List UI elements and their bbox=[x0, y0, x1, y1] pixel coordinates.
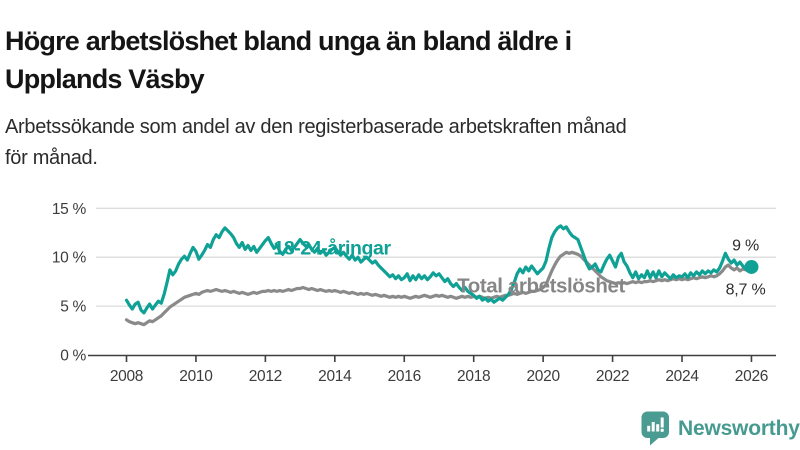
y-tick-label-5: 5 % bbox=[60, 299, 86, 316]
series-label-18-24-åringar: 18-24-åringar bbox=[273, 236, 391, 259]
x-tick-label-2014: 2014 bbox=[318, 368, 352, 385]
y-tick-label-0: 0 % bbox=[60, 348, 86, 365]
series-line-18-24-åringar bbox=[124, 224, 754, 315]
annotation-1: 8,7 % bbox=[726, 281, 766, 298]
x-tick-label-2024: 2024 bbox=[665, 368, 699, 385]
x-tick-label-2026: 2026 bbox=[735, 368, 768, 385]
x-tick-label-2008: 2008 bbox=[110, 368, 143, 385]
chart-subtitle-line1: Arbetssökande som andel av den registerb… bbox=[5, 116, 627, 138]
latest-value-dot bbox=[744, 259, 759, 274]
chart-subtitle-line2: för månad. bbox=[5, 147, 98, 169]
y-tick-label-10: 10 % bbox=[52, 250, 87, 267]
x-tick-label-2016: 2016 bbox=[388, 368, 421, 385]
x-tick-label-2022: 2022 bbox=[596, 368, 629, 385]
chart-title: Högre arbetslöshet bland unga än bland ä… bbox=[5, 22, 745, 98]
chart-title-line1: Högre arbetslöshet bland unga än bland ä… bbox=[5, 26, 572, 57]
annotation-0: 9 % bbox=[732, 237, 759, 254]
newsworthy-bar-chart-bubble-icon bbox=[641, 411, 669, 446]
y-tick-label-15: 15 % bbox=[52, 201, 87, 218]
x-tick-label-2010: 2010 bbox=[179, 368, 213, 385]
x-tick-label-2018: 2018 bbox=[457, 368, 490, 385]
newsworthy-wordmark: Newsworthy bbox=[678, 416, 800, 440]
x-tick-label-2020: 2020 bbox=[526, 368, 560, 385]
x-tick-label-2012: 2012 bbox=[249, 368, 282, 385]
series-line-total-arbetslöshet bbox=[124, 250, 754, 327]
chart-subtitle: Arbetssökande som andel av den registerb… bbox=[5, 112, 775, 174]
chart-title-line2: Upplands Väsby bbox=[5, 64, 205, 95]
series-label-total-arbetslöshet: Total arbetslöshet bbox=[457, 275, 625, 298]
newsworthy-logo[interactable]: Newsworthy bbox=[641, 411, 800, 446]
